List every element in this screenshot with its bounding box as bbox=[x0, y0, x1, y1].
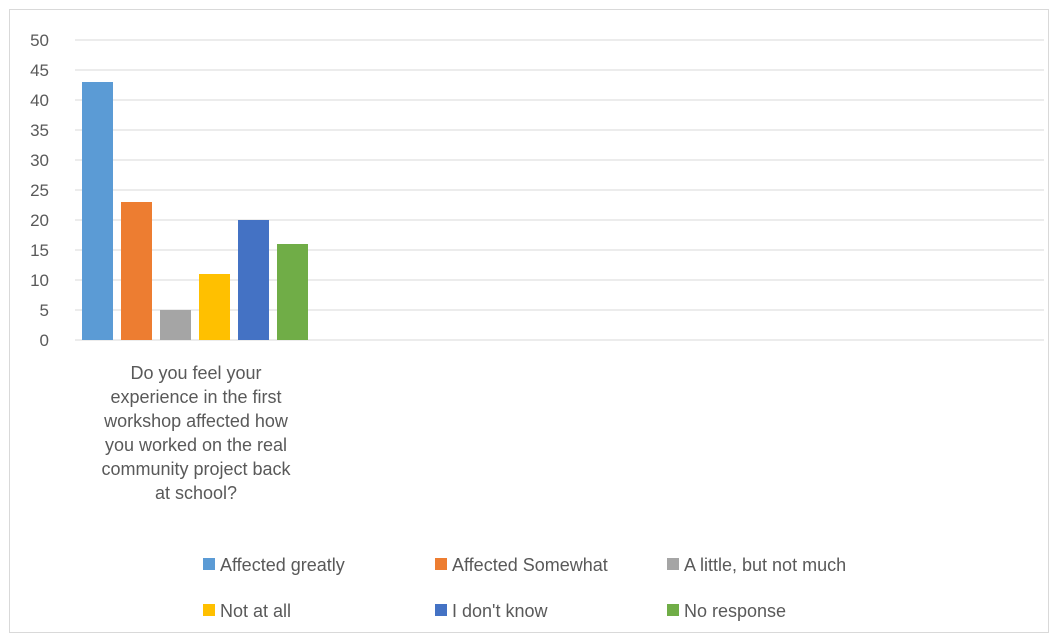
y-tick-label: 5 bbox=[40, 301, 49, 320]
category-label-line: workshop affected how bbox=[103, 411, 289, 431]
legend-swatch bbox=[203, 558, 215, 570]
bar-no-response bbox=[277, 244, 308, 340]
legend-swatch bbox=[435, 558, 447, 570]
y-tick-label: 40 bbox=[30, 91, 49, 110]
legend-label: A little, but not much bbox=[684, 555, 846, 575]
legend-label: I don't know bbox=[452, 601, 548, 621]
category-label-line: Do you feel your bbox=[130, 363, 261, 383]
category-label-line: community project back bbox=[101, 459, 291, 479]
bar-a-little-but-not-much bbox=[160, 310, 191, 340]
y-tick-label: 20 bbox=[30, 211, 49, 230]
legend-label: Affected greatly bbox=[220, 555, 345, 575]
legend-swatch bbox=[435, 604, 447, 616]
category-label-line: at school? bbox=[155, 483, 237, 503]
bar-i-don-t-know bbox=[238, 220, 269, 340]
y-tick-label: 0 bbox=[40, 331, 49, 350]
y-tick-label: 35 bbox=[30, 121, 49, 140]
bar-not-at-all bbox=[199, 274, 230, 340]
y-tick-label: 50 bbox=[30, 31, 49, 50]
legend-swatch bbox=[667, 558, 679, 570]
bar-affected-greatly bbox=[82, 82, 113, 340]
legend-label: Not at all bbox=[220, 601, 291, 621]
category-label-line: you worked on the real bbox=[105, 435, 287, 455]
category-label-line: experience in the first bbox=[110, 387, 281, 407]
legend-label: Affected Somewhat bbox=[452, 555, 608, 575]
y-tick-label: 45 bbox=[30, 61, 49, 80]
legend-swatch bbox=[203, 604, 215, 616]
y-tick-label: 25 bbox=[30, 181, 49, 200]
bar-affected-somewhat bbox=[121, 202, 152, 340]
y-tick-label: 10 bbox=[30, 271, 49, 290]
y-tick-label: 15 bbox=[30, 241, 49, 260]
legend-swatch bbox=[667, 604, 679, 616]
legend-label: No response bbox=[684, 601, 786, 621]
y-tick-label: 30 bbox=[30, 151, 49, 170]
